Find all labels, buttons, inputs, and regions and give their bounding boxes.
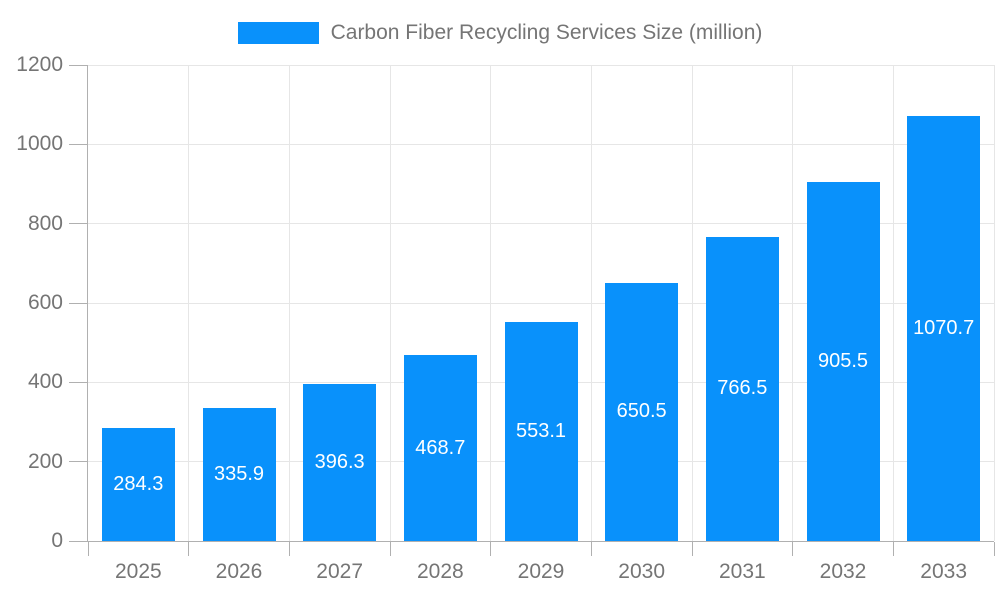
y-axis-tick	[69, 540, 88, 542]
gridline-horizontal	[88, 223, 994, 225]
y-axis-tick	[69, 64, 88, 66]
x-axis-label: 2032	[819, 560, 867, 583]
gridline-vertical	[288, 65, 290, 541]
legend-label: Carbon Fiber Recycling Services Size (mi…	[330, 21, 763, 44]
y-axis-label: 1000	[16, 132, 63, 156]
gridline-vertical	[389, 65, 391, 541]
gridline-vertical	[792, 65, 794, 541]
y-axis-tick	[69, 461, 88, 463]
x-axis-label: 2031	[718, 560, 766, 583]
bar-2032[interactable]: 905.5	[806, 181, 880, 541]
bar-value-label: 905.5	[817, 349, 869, 372]
chart-plot: 0 200 400 600 800 1000 1200 284.3 2025 335.9 2026 3…	[16, 53, 995, 583]
legend-swatch[interactable]	[237, 22, 319, 44]
bar-value-label: 766.5	[717, 377, 768, 400]
gridline-horizontal	[88, 302, 994, 304]
x-axis-tick	[87, 542, 89, 556]
gridline-horizontal	[88, 143, 994, 145]
x-axis-label: 2027	[316, 560, 364, 583]
bar-2033[interactable]: 1070.7	[907, 116, 981, 541]
legend[interactable]: Carbon Fiber Recycling Services Size (mi…	[0, 15, 1000, 51]
x-axis-tick	[993, 542, 995, 556]
x-axis-tick	[892, 542, 894, 556]
gridline-vertical	[993, 65, 995, 541]
y-axis-label: 0	[51, 529, 63, 552]
x-axis-tick	[792, 542, 794, 556]
bar-value-label: 553.1	[515, 419, 567, 442]
x-axis-tick	[490, 542, 492, 556]
x-axis-label: 2033	[920, 560, 968, 583]
y-axis-label: 200	[27, 449, 63, 473]
x-axis-label: 2028	[416, 560, 464, 583]
gridline-vertical	[590, 65, 592, 541]
y-axis-tick	[69, 302, 88, 304]
y-axis-label: 1200	[16, 53, 63, 76]
bar-2028[interactable]: 468.7	[403, 355, 477, 541]
gridline-vertical	[691, 65, 693, 541]
y-axis-tick	[69, 381, 88, 383]
bar-2031[interactable]: 766.5	[705, 236, 779, 541]
y-axis-label: 800	[27, 211, 63, 235]
x-axis-tick	[389, 542, 391, 556]
gridline-vertical	[188, 65, 190, 541]
gridline-vertical	[892, 65, 894, 541]
bar-2030[interactable]: 650.5	[605, 282, 679, 541]
y-axis-tick	[69, 143, 88, 145]
bar-value-label: 1070.7	[913, 317, 975, 340]
x-axis-label: 2026	[215, 560, 263, 583]
y-axis-label: 600	[27, 291, 63, 314]
y-axis-tick	[69, 223, 88, 225]
bar-value-label: 284.3	[113, 473, 164, 496]
bar-2029[interactable]: 553.1	[504, 321, 578, 541]
x-axis-tick	[288, 542, 290, 556]
bar-value-label: 468.7	[415, 436, 466, 459]
gridline-vertical	[490, 65, 492, 541]
bar-value-label: 650.5	[616, 400, 667, 423]
x-axis-label: 2029	[517, 560, 565, 583]
gridline-horizontal	[88, 64, 994, 66]
x-axis-tick	[590, 542, 592, 556]
x-axis-label: 2030	[618, 560, 666, 583]
x-axis-tick	[691, 542, 693, 556]
y-axis-label: 400	[27, 370, 63, 394]
x-axis-tick	[188, 542, 190, 556]
bar-2025[interactable]: 284.3	[101, 428, 175, 541]
bar-value-label: 396.3	[314, 450, 365, 473]
bar-2026[interactable]: 335.9	[202, 407, 276, 541]
x-axis-label: 2025	[114, 560, 162, 583]
bar-value-label: 335.9	[213, 462, 265, 485]
bar-2027[interactable]: 396.3	[303, 383, 377, 541]
